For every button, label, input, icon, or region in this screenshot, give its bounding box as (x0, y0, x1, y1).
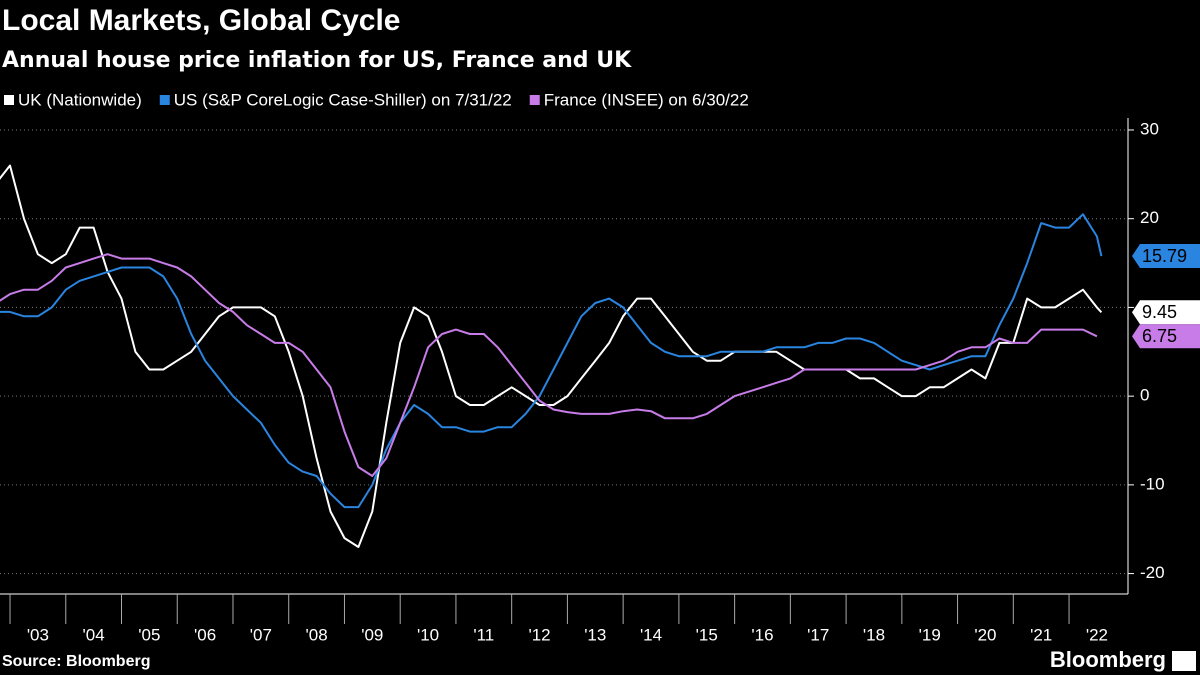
legend-label: US (S&P CoreLogic Case-Shiller) on 7/31/… (174, 90, 512, 109)
legend-swatch (4, 95, 14, 105)
y-tick-label: 0 (1140, 386, 1149, 405)
x-tick-label: '16 (751, 625, 773, 644)
end-label: 9.45 (1142, 302, 1177, 322)
end-label: 15.79 (1142, 246, 1187, 266)
x-tick-label: '21 (1030, 625, 1052, 644)
x-tick-label: '15 (696, 625, 718, 644)
end-label: 6.75 (1142, 326, 1177, 346)
x-tick-label: '11 (473, 625, 494, 644)
x-tick-label: '04 (83, 625, 105, 644)
x-tick-label: '22 (1086, 625, 1108, 644)
series-line (0, 213, 1103, 509)
brand-icon (1172, 651, 1196, 671)
chart-title: Local Markets, Global Cycle (2, 4, 400, 37)
y-tick-label: -10 (1140, 474, 1165, 493)
series-line (0, 253, 1098, 477)
x-tick-label: '08 (306, 625, 328, 644)
y-tick-label: 30 (1140, 119, 1159, 138)
x-tick-label: '09 (361, 625, 383, 644)
legend-label: France (INSEE) on 6/30/22 (544, 90, 749, 109)
legend-label: UK (Nationwide) (18, 90, 142, 109)
legend-swatch (529, 95, 540, 105)
y-tick-label: -20 (1140, 563, 1165, 582)
x-tick-label: '17 (807, 625, 829, 644)
x-tick-label: '12 (528, 625, 550, 644)
x-tick-label: '10 (417, 625, 439, 644)
x-tick-label: '05 (138, 625, 160, 644)
y-tick-label: 20 (1140, 208, 1159, 227)
chart-subtitle: Annual house price inflation for US, Fra… (2, 48, 632, 73)
x-tick-label: '03 (27, 625, 49, 644)
brand: Bloomberg (1050, 647, 1166, 672)
series-line (0, 164, 1103, 548)
x-tick-label: '20 (974, 625, 996, 644)
end-label-box (1132, 244, 1200, 269)
x-tick-label: '19 (919, 625, 941, 644)
x-tick-label: '13 (584, 625, 606, 644)
x-tick-label: '07 (250, 625, 272, 644)
legend-swatch (159, 95, 170, 105)
end-label-box (1132, 324, 1200, 349)
x-tick-label: '06 (194, 625, 216, 644)
x-tick-label: '14 (640, 625, 662, 644)
source: Source: Bloomberg (2, 653, 150, 670)
end-label-box (1132, 300, 1200, 325)
x-tick-label: '18 (863, 625, 885, 644)
